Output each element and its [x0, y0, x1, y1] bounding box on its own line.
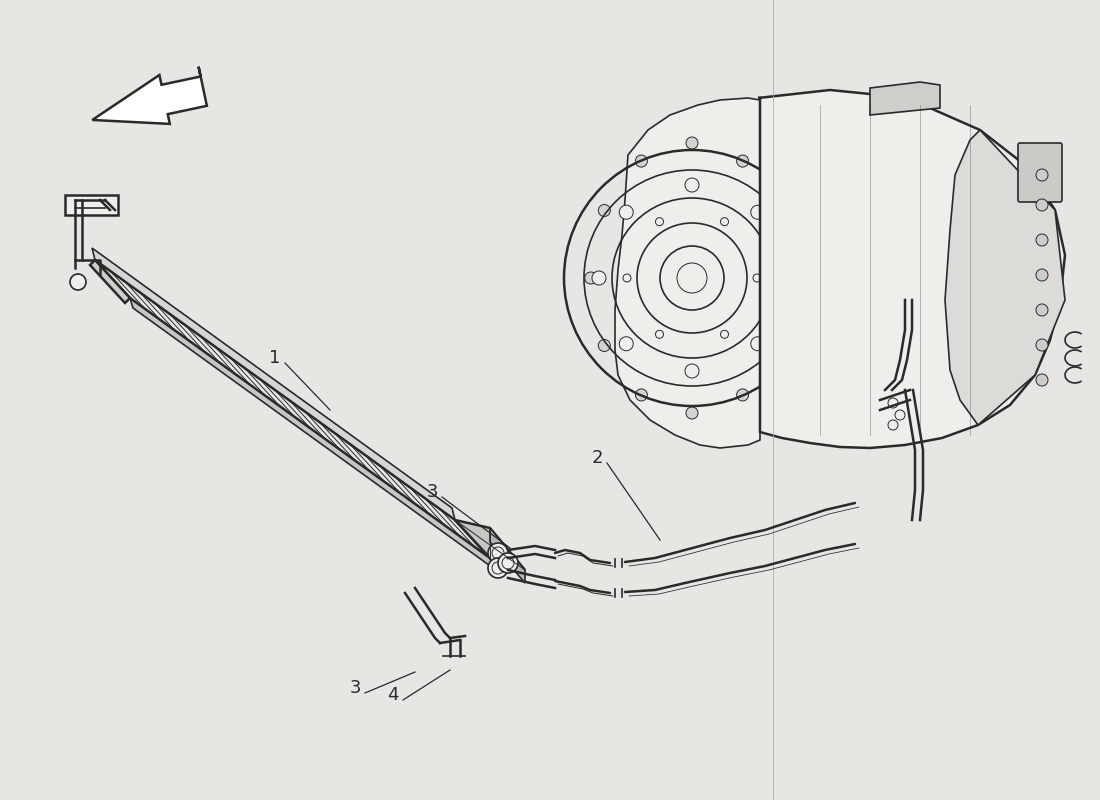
Circle shape	[488, 543, 508, 563]
Text: 3: 3	[427, 483, 438, 501]
Circle shape	[888, 420, 898, 430]
Circle shape	[788, 272, 800, 284]
Circle shape	[720, 330, 728, 338]
Circle shape	[598, 205, 611, 217]
Polygon shape	[92, 248, 455, 520]
Text: 3: 3	[350, 679, 361, 697]
Circle shape	[685, 364, 698, 378]
Polygon shape	[65, 195, 118, 215]
Polygon shape	[758, 90, 1065, 448]
Circle shape	[1036, 304, 1048, 316]
Circle shape	[619, 206, 634, 219]
Circle shape	[888, 398, 898, 408]
Circle shape	[623, 274, 631, 282]
Circle shape	[751, 337, 764, 350]
Circle shape	[598, 339, 611, 351]
Polygon shape	[870, 82, 940, 115]
Circle shape	[1036, 169, 1048, 181]
Circle shape	[1036, 374, 1048, 386]
Circle shape	[585, 272, 596, 284]
Circle shape	[492, 547, 504, 559]
Circle shape	[773, 205, 785, 217]
Circle shape	[754, 274, 761, 282]
Circle shape	[737, 155, 749, 167]
Polygon shape	[455, 520, 525, 570]
Circle shape	[1036, 339, 1048, 351]
Circle shape	[498, 553, 518, 573]
FancyBboxPatch shape	[1018, 143, 1062, 202]
Circle shape	[636, 389, 648, 401]
Circle shape	[619, 337, 634, 350]
Text: 1: 1	[270, 349, 280, 367]
Circle shape	[773, 339, 785, 351]
Circle shape	[751, 206, 764, 219]
Text: 2: 2	[592, 449, 603, 467]
Polygon shape	[90, 260, 130, 303]
Circle shape	[685, 178, 698, 192]
Circle shape	[895, 410, 905, 420]
Polygon shape	[130, 298, 493, 568]
Circle shape	[1036, 199, 1048, 211]
Polygon shape	[490, 528, 525, 583]
Circle shape	[656, 218, 663, 226]
Polygon shape	[615, 98, 760, 448]
Polygon shape	[92, 66, 207, 124]
Circle shape	[592, 271, 606, 285]
Circle shape	[778, 271, 792, 285]
Polygon shape	[945, 130, 1065, 425]
Circle shape	[686, 407, 698, 419]
Text: 4: 4	[387, 686, 398, 704]
Circle shape	[70, 274, 86, 290]
Circle shape	[502, 557, 514, 569]
Polygon shape	[95, 260, 490, 558]
Circle shape	[686, 137, 698, 149]
Circle shape	[720, 218, 728, 226]
Circle shape	[492, 562, 504, 574]
Circle shape	[488, 558, 508, 578]
Circle shape	[1036, 269, 1048, 281]
Circle shape	[656, 330, 663, 338]
Circle shape	[737, 389, 749, 401]
Circle shape	[636, 155, 648, 167]
Circle shape	[1036, 234, 1048, 246]
